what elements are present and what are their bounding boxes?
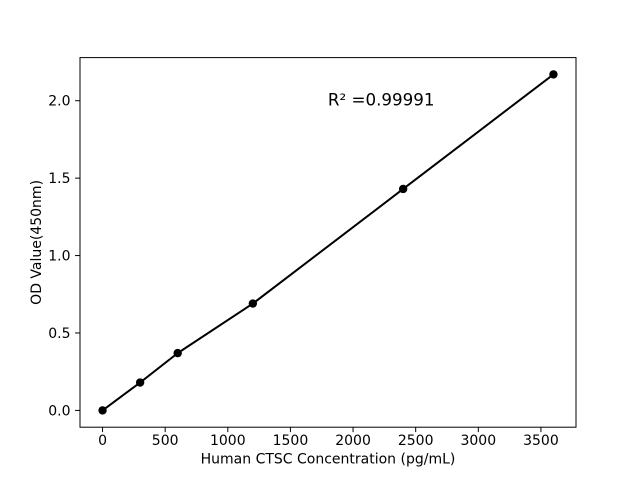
y-tick-label: 1.5 <box>48 171 70 187</box>
x-tick-label: 3000 <box>460 433 496 449</box>
plot-area-border <box>79 57 577 428</box>
series-line <box>101 73 555 412</box>
x-axis-ticks: 0 500 1000 1500 2000 2500 3000 3500 <box>98 427 559 449</box>
x-tick-label: 0 <box>98 433 107 449</box>
y-axis-ticks: 0.0 0.5 1.0 1.5 2.0 <box>48 94 80 419</box>
y-axis-label: OD Value(450nm) <box>29 180 45 305</box>
y-tick-label: 0.0 <box>48 403 70 419</box>
x-axis-label: Human CTSC Concentration (pg/mL) <box>201 452 456 468</box>
r-squared-annotation: R² =0.99991 <box>328 89 435 109</box>
data-point <box>248 299 258 308</box>
x-tick-label: 2000 <box>335 433 371 449</box>
x-tick-label: 1500 <box>273 433 309 449</box>
data-point <box>173 348 182 358</box>
x-tick-label: 1000 <box>210 433 246 449</box>
x-tick-label: 500 <box>152 433 179 449</box>
y-tick-label: 2.0 <box>48 94 70 110</box>
y-tick-label: 0.5 <box>48 326 70 342</box>
data-point <box>98 406 107 415</box>
x-tick-label: 3500 <box>523 433 559 449</box>
x-tick-label: 2500 <box>398 433 434 449</box>
series-markers <box>98 70 558 415</box>
data-point <box>135 378 145 387</box>
data-point <box>549 70 558 79</box>
y-tick-label: 1.0 <box>48 248 70 264</box>
data-point <box>398 184 408 194</box>
